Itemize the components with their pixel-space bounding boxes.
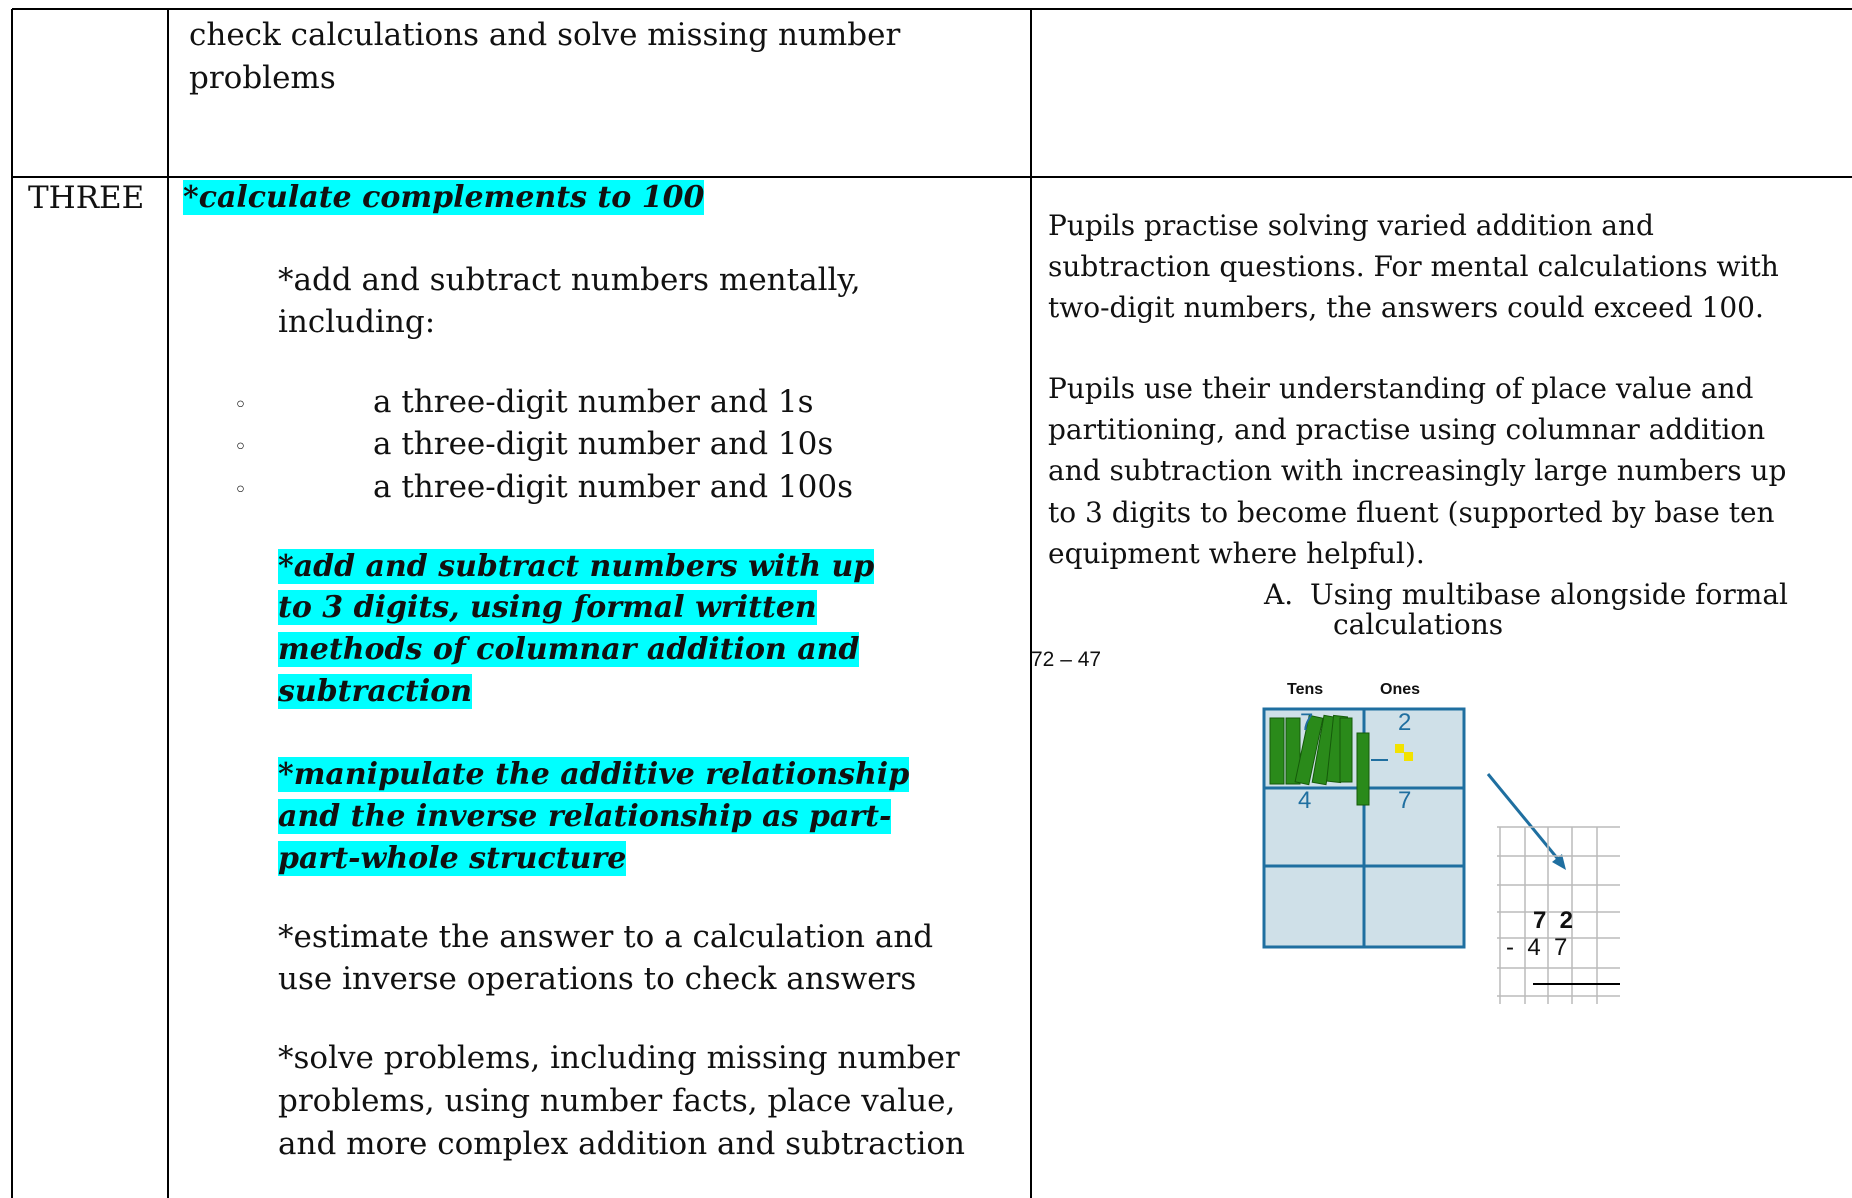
objective-line: part-whole structure — [278, 839, 627, 879]
objective-line: use inverse operations to check answers — [278, 959, 916, 999]
guidance-text: two-digit numbers, the answers could exc… — [1048, 291, 1764, 324]
bullet: ◦ — [234, 393, 247, 418]
sub-item: a three-digit number and 10s — [373, 426, 834, 462]
figure-label: Tens — [1287, 681, 1324, 698]
list-marker: A. — [1264, 578, 1294, 611]
objective-line: *manipulate the additive relationship — [278, 755, 910, 795]
list-text: Using multibase alongside formal — [1310, 578, 1788, 611]
bullet: ◦ — [234, 478, 247, 503]
figure — [1262, 707, 1620, 1004]
highlighted-text: subtraction — [278, 674, 473, 709]
objective-line: including: — [278, 302, 435, 342]
objective-line: *add and subtract numbers mentally, — [278, 260, 861, 300]
guidance-text: and subtraction with increasingly large … — [1048, 454, 1787, 487]
objective-text: *estimate the answer to a calculation an… — [278, 919, 934, 955]
figure-digit: 7 — [1300, 709, 1314, 736]
highlighted-text: and the inverse relationship as part- — [278, 799, 892, 834]
guidance-text: Pupils use their understanding of place … — [1048, 372, 1754, 405]
guidance-text: to 3 digits to become fluent (supported … — [1048, 496, 1775, 529]
objective-text: problems, using number facts, place valu… — [278, 1083, 956, 1119]
cell-text: problems — [189, 60, 336, 96]
objective-text: including: — [278, 304, 436, 340]
highlighted-text: *add and subtract numbers with up — [278, 549, 875, 584]
objective-line: and more complex addition and subtractio… — [278, 1124, 965, 1164]
objective-text: *add and subtract numbers mentally, — [278, 262, 861, 298]
highlighted-text: *calculate complements to 100 — [183, 180, 705, 215]
example: 72 – 47 — [1031, 648, 1102, 671]
objective-text: and more complex addition and subtractio… — [278, 1126, 966, 1162]
objective-line: *calculate complements to 100 — [183, 178, 705, 218]
highlighted-text: to 3 digits, using formal written — [278, 590, 817, 625]
figure-digit: 4 — [1298, 787, 1312, 814]
figure-label: Ones — [1380, 681, 1421, 698]
objective-line: *estimate the answer to a calculation an… — [278, 917, 933, 957]
objective-line: problems, using number facts, place valu… — [278, 1081, 955, 1121]
year-label: THREE — [28, 180, 145, 216]
list-text: calculations — [1333, 608, 1504, 641]
guidance-text: equipment where helpful). — [1048, 537, 1425, 570]
guidance-text: Pupils practise solving varied addition … — [1048, 209, 1654, 242]
bullet: ◦ — [234, 435, 247, 460]
highlighted-text: methods of columnar addition and — [278, 632, 860, 667]
objective-text: use inverse operations to check answers — [278, 961, 917, 997]
sub-item: a three-digit number and 1s — [373, 384, 814, 420]
figure-digit: 2 — [1398, 709, 1412, 736]
guidance-text: subtraction questions. For mental calcul… — [1048, 250, 1779, 283]
guidance-text: partitioning, and practise using columna… — [1048, 413, 1766, 446]
column-sum: - 4 7 — [1506, 934, 1568, 961]
objective-line: methods of columnar addition and — [278, 630, 860, 670]
column-sum: 7 2 — [1533, 907, 1574, 934]
cell-text: check calculations and solve missing num… — [189, 17, 901, 53]
objective-text: *solve problems, including missing numbe… — [278, 1040, 960, 1076]
objective-line: subtraction — [278, 672, 473, 712]
objective-line: and the inverse relationship as part- — [278, 797, 892, 837]
highlighted-text: part-whole structure — [278, 841, 627, 876]
highlighted-text: *manipulate the additive relationship — [278, 757, 910, 792]
figure-digit: 7 — [1398, 787, 1412, 814]
objective-line: *solve problems, including missing numbe… — [278, 1038, 960, 1078]
objective-line: *add and subtract numbers with up — [278, 547, 875, 587]
objective-line: to 3 digits, using formal written — [278, 588, 817, 628]
sub-item: a three-digit number and 100s — [373, 469, 853, 505]
